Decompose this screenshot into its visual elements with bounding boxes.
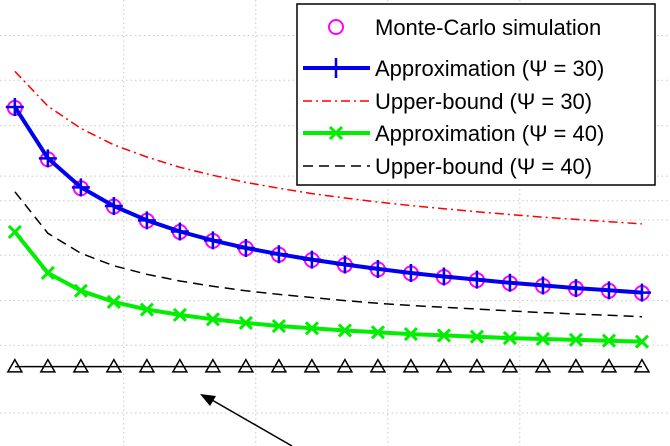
series-1-point — [632, 283, 651, 302]
series-1-point — [401, 263, 420, 282]
series-4-line — [14, 191, 642, 318]
series-1-point — [500, 273, 519, 292]
legend-entry-0: Monte-Carlo simulation — [328, 15, 601, 40]
legend-box — [296, 3, 656, 186]
series-3-point — [73, 283, 88, 298]
legend: Monte-Carlo simulation Approximation (Ψ =… — [296, 3, 656, 186]
legend-label-0: Monte-Carlo simulation — [375, 15, 601, 40]
series-5-point — [171, 358, 189, 373]
series-1-point — [5, 98, 24, 117]
series-5-point — [39, 358, 57, 373]
series-3-point — [535, 331, 550, 347]
series-3-point — [403, 326, 418, 342]
series-5-point — [567, 358, 585, 373]
series-5-point — [303, 358, 321, 373]
series-3-point — [337, 323, 352, 338]
series-1-point — [302, 250, 321, 269]
series-4 — [14, 191, 642, 318]
series-1-point — [269, 245, 288, 264]
series-3-point — [139, 302, 154, 317]
series-layer — [5, 70, 651, 373]
legend-entry-4: Upper-bound (Ψ = 40) — [303, 154, 592, 179]
series-3-point — [304, 321, 319, 336]
series-3-point — [40, 265, 55, 281]
legend-entry-3: Approximation (Ψ = 40) — [303, 121, 604, 146]
series-1-point — [467, 270, 486, 289]
series-5-point — [204, 358, 222, 373]
series-5-point — [633, 358, 651, 373]
series-2-line — [14, 70, 642, 225]
series-3-point — [469, 329, 484, 344]
series-3-line — [13, 230, 642, 344]
series-5-point — [435, 358, 453, 373]
series-1-point — [368, 259, 387, 278]
series-1-point — [38, 149, 57, 168]
series-3-point — [106, 294, 121, 310]
series-5 — [6, 358, 651, 373]
series-5-point — [72, 358, 90, 373]
series-3-point — [601, 333, 617, 348]
series-1-point — [335, 255, 354, 274]
series-3 — [7, 224, 650, 349]
series-5-point — [534, 358, 552, 373]
series-5-point — [600, 358, 618, 373]
legend-label-1: Approximation (Ψ = 30) — [375, 56, 604, 81]
series-2 — [14, 70, 642, 225]
series-3-point — [634, 334, 650, 349]
series-3-point — [370, 325, 385, 340]
series-5-point — [402, 358, 420, 373]
series-3-point — [271, 318, 286, 334]
legend-entry-1: Approximation (Ψ = 30) — [303, 56, 604, 81]
series-1-point — [71, 178, 90, 197]
legend-label-3: Approximation (Ψ = 40) — [375, 121, 604, 146]
series-1 — [5, 98, 651, 302]
annotation-arrow-shaft — [211, 399, 293, 446]
series-3-point — [205, 312, 220, 327]
legend-marker — [326, 58, 346, 78]
series-3-point — [172, 307, 187, 322]
legend-marker — [328, 19, 344, 35]
series-5-point — [6, 358, 24, 373]
series-1-point — [533, 276, 552, 295]
series-5-point — [237, 358, 255, 373]
series-1-point — [599, 281, 618, 300]
series-1-point — [137, 211, 156, 230]
series-5-point — [270, 358, 288, 373]
series-1-point — [170, 222, 189, 241]
series-5-point — [105, 358, 123, 373]
series-3-point — [502, 331, 517, 346]
legend-entry-2: Upper-bound (Ψ = 30) — [303, 89, 592, 114]
series-1-point — [236, 238, 255, 257]
series-1-point — [566, 279, 585, 298]
series-3-point — [436, 328, 451, 343]
legend-marker — [328, 125, 344, 141]
series-3-point — [238, 315, 253, 330]
series-3-point — [7, 224, 22, 239]
series-3-point — [568, 332, 583, 347]
series-5-point — [336, 358, 354, 373]
annotation-arrow-head — [200, 394, 216, 406]
series-1-point — [434, 267, 453, 286]
series-5-point — [138, 358, 156, 373]
series-5-point — [501, 358, 519, 373]
series-5-point — [369, 358, 387, 373]
series-1-point — [203, 231, 222, 250]
legend-label-2: Upper-bound (Ψ = 30) — [375, 89, 592, 114]
series-1-point — [104, 197, 123, 216]
series-5-point — [468, 358, 486, 373]
annotation-arrow — [200, 394, 293, 446]
legend-label-4: Upper-bound (Ψ = 40) — [375, 154, 592, 179]
